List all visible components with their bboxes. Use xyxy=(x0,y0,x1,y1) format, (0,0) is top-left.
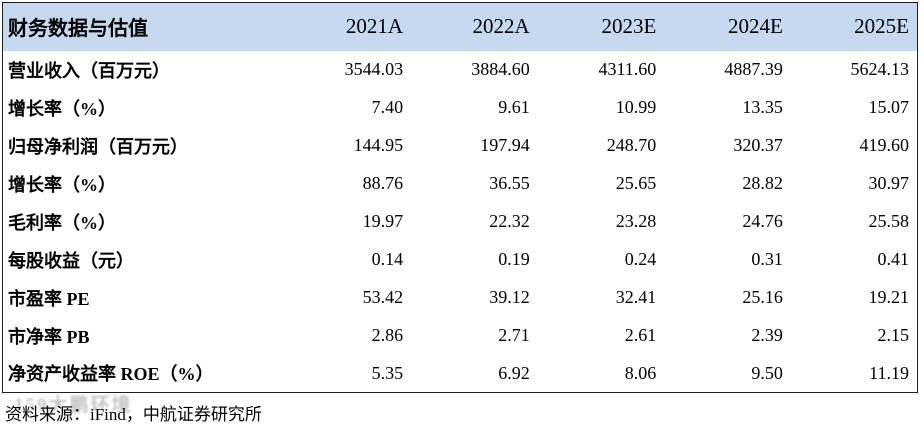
cell-value: 25.58 xyxy=(868,211,910,231)
table-row: 每股收益（元） 0.14 0.19 0.24 0.31 0.41 xyxy=(3,241,918,279)
row-label: 每股收益（元） xyxy=(8,250,134,271)
year-header: 2025E xyxy=(854,14,909,39)
cell-value: 5624.13 xyxy=(850,59,910,79)
cell-value: 24.76 xyxy=(742,211,783,231)
year-header: 2022A xyxy=(472,14,530,39)
table-title: 财务数据与估值 xyxy=(8,18,148,41)
table-row: 毛利率（%） 19.97 22.32 23.28 24.76 25.58 xyxy=(3,203,918,241)
cell-value: 30.97 xyxy=(868,173,910,193)
cell-value: 25.16 xyxy=(742,287,783,307)
cell-value: 8.06 xyxy=(624,362,657,383)
row-label: 增长率（%） xyxy=(8,98,116,119)
table-row: 净资产收益率 ROE（%） 5.35 6.92 8.06 9.50 11.19 xyxy=(3,355,918,393)
table-row: 增长率（%） 7.40 9.61 10.99 13.35 15.07 xyxy=(3,89,918,127)
cell-value: 88.76 xyxy=(362,173,404,193)
row-label: 净资产收益率 ROE（%） xyxy=(8,364,214,385)
table-row: 市盈率 PE 53.42 39.12 32.41 25.16 19.21 xyxy=(3,279,918,317)
cell-value: 19.97 xyxy=(362,211,404,231)
year-header: 2021A xyxy=(345,14,404,39)
row-label: 市盈率 PE xyxy=(8,288,90,309)
cell-value: 4311.60 xyxy=(598,59,657,79)
cell-value: 7.40 xyxy=(371,97,404,117)
year-header: 2024E xyxy=(728,14,783,39)
row-label: 毛利率（%） xyxy=(8,212,116,233)
cell-value: 5.35 xyxy=(371,362,404,383)
cell-value: 248.70 xyxy=(606,135,657,155)
data-source-note: 资料来源：iFind，中航证券研究所 xyxy=(5,405,262,424)
row-label: 增长率（%） xyxy=(8,174,116,195)
cell-value: 2.15 xyxy=(877,325,910,345)
cell-value: 320.37 xyxy=(733,135,783,155)
cell-value: 23.28 xyxy=(615,211,657,231)
cell-value: 2.61 xyxy=(624,325,657,345)
cell-value: 0.31 xyxy=(751,249,783,269)
year-header: 2023E xyxy=(601,14,657,39)
cell-value: 3544.03 xyxy=(344,59,404,79)
table-row: 营业收入（百万元） 3544.03 3884.60 4311.60 4887.39 562… xyxy=(3,51,918,89)
cell-value: 197.94 xyxy=(480,135,530,155)
cell-value: 144.95 xyxy=(353,135,404,155)
cell-value: 2.39 xyxy=(751,325,783,345)
table-body: 营业收入（百万元） 3544.03 3884.60 4311.60 4887.39 562… xyxy=(3,51,918,393)
cell-value: 419.60 xyxy=(859,135,910,155)
row-label: 归母净利润（百万元） xyxy=(8,136,188,157)
cell-value: 10.99 xyxy=(615,97,657,117)
cell-value: 39.12 xyxy=(489,287,530,307)
row-label: 营业收入（百万元） xyxy=(8,60,170,81)
cell-value: 25.65 xyxy=(615,173,657,193)
cell-value: 0.14 xyxy=(371,249,404,269)
cell-value: 28.82 xyxy=(742,173,783,193)
cell-value: 9.50 xyxy=(751,362,783,383)
table-row: 归母净利润（百万元） 144.95 197.94 248.70 320.37 419.60 xyxy=(3,127,918,165)
cell-value: 4887.39 xyxy=(724,59,783,79)
cell-value: 36.55 xyxy=(489,173,530,193)
cell-value: 53.42 xyxy=(362,287,404,307)
cell-value: 2.71 xyxy=(498,325,530,345)
financial-data-table: 财务数据与估值 2021A 2022A 2023E 2024E 2025E 营业收入（百… xyxy=(2,2,918,393)
table-row: 增长率（%） 88.76 36.55 25.65 28.82 30.97 xyxy=(3,165,918,203)
cell-value: 6.92 xyxy=(498,362,530,383)
cell-value: 15.07 xyxy=(868,97,910,117)
cell-value: 0.19 xyxy=(498,249,530,269)
cell-value: 13.35 xyxy=(742,97,783,117)
cell-value: 2.86 xyxy=(371,325,404,345)
cell-value: 22.32 xyxy=(489,211,530,231)
cell-value: 11.19 xyxy=(869,362,909,383)
table-row: 市净率 PB 2.86 2.71 2.61 2.39 2.15 xyxy=(3,317,918,355)
row-label: 市净率 PB xyxy=(8,326,90,347)
cell-value: 19.21 xyxy=(868,287,910,307)
table-header-row: 财务数据与估值 2021A 2022A 2023E 2024E 2025E xyxy=(2,2,918,51)
cell-value: 32.41 xyxy=(615,287,657,307)
cell-value: 0.24 xyxy=(624,249,657,269)
cell-value: 3884.60 xyxy=(471,59,530,79)
cell-value: 9.61 xyxy=(498,97,530,117)
cell-value: 0.41 xyxy=(877,249,910,269)
